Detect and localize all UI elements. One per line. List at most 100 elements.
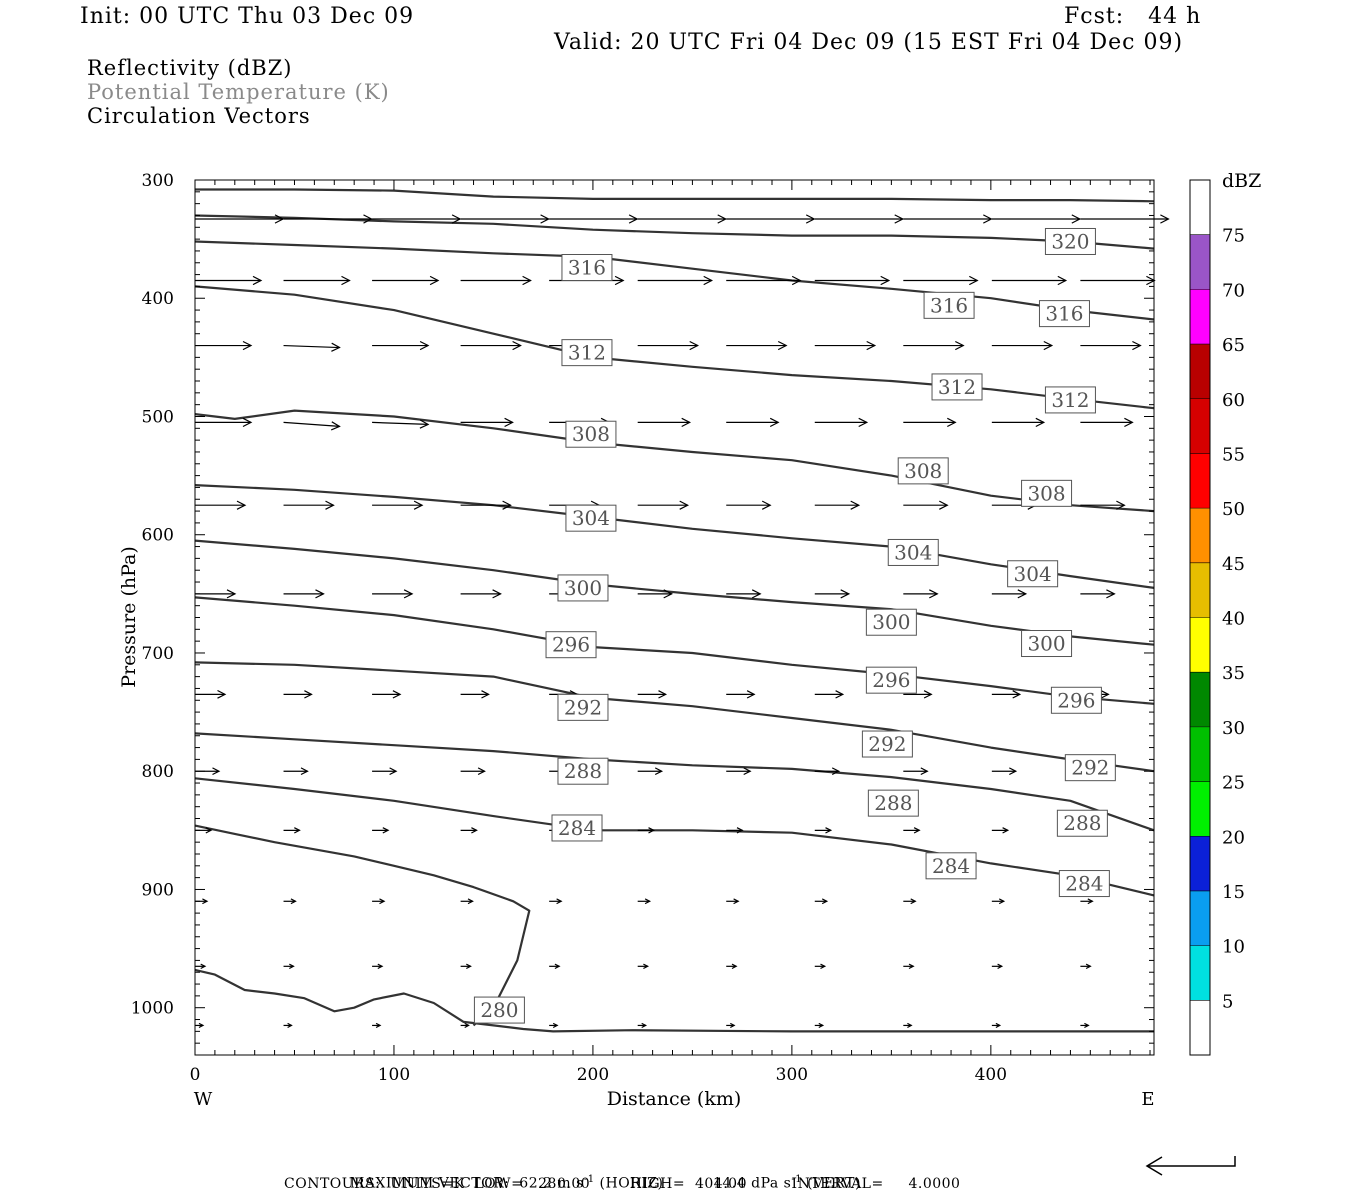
field-reflectivity-label: Reflectivity (dBZ) (87, 56, 293, 80)
circulation-vector (637, 963, 650, 970)
contour-label-text: 296 (872, 668, 910, 692)
circulation-vector (637, 340, 700, 351)
circulation-vector (195, 500, 247, 510)
circulation-vector (460, 275, 532, 286)
contour-label-text: 316 (1045, 302, 1083, 326)
circulation-vector (637, 767, 664, 776)
contour-label: 316 (1038, 300, 1090, 328)
contour-label: 292 (1064, 754, 1116, 782)
vert-tag: (VERT) (807, 1175, 861, 1192)
contour-label-text: 308 (1027, 481, 1065, 505)
contour-label: 288 (1056, 809, 1108, 837)
contour-label: 308 (565, 420, 617, 448)
circulation-vector (726, 898, 740, 905)
contour-label-text: 284 (558, 816, 596, 840)
circulation-vector (903, 214, 993, 224)
contour-label-text: 296 (1057, 688, 1095, 712)
x-tick-label: 0 (190, 1065, 201, 1085)
contour-label: 288 (557, 757, 609, 785)
theta-contour-324 (195, 188, 1155, 203)
circulation-vector (991, 275, 1068, 286)
circulation-vector (1080, 963, 1092, 970)
circulation-vector (372, 963, 384, 970)
contour-label-text: 288 (1063, 811, 1101, 835)
colorbar-tick-label: 10 (1222, 937, 1245, 958)
circulation-vector (903, 275, 979, 286)
circulation-vector (372, 340, 430, 351)
contour-label: 300 (557, 574, 609, 602)
circulation-vector (1080, 275, 1156, 286)
colorbar-segment (1190, 726, 1210, 782)
circulation-vector (726, 214, 816, 224)
circulation-vector (903, 827, 921, 834)
contour-label-text: 280 (480, 998, 518, 1022)
colorbar-segment (1190, 781, 1210, 837)
contour-label-text: 292 (868, 732, 906, 756)
circulation-vector (991, 963, 1004, 970)
circulation-vector (637, 214, 728, 224)
theta-contour-296 (194, 596, 1155, 705)
circulation-vector (637, 898, 652, 905)
contour-label: 296 (545, 631, 597, 659)
circulation-vector (726, 767, 752, 776)
colorbar-segment (1190, 344, 1210, 399)
circulation-vector (814, 1022, 825, 1029)
max-vector-horiz: 62.2 m s (519, 1175, 584, 1192)
colorbar-segment (1190, 836, 1210, 891)
circulation-vector (637, 1022, 648, 1029)
circulation-vector (195, 340, 253, 351)
circulation-vector (637, 589, 674, 599)
y-tick-label: 700 (142, 644, 174, 664)
contour-label: 292 (557, 693, 609, 721)
circulation-vector (283, 1022, 293, 1029)
circulation-vector (549, 898, 563, 905)
circulation-vector (814, 827, 833, 834)
circulation-vector (283, 963, 295, 970)
colorbar-title: dBZ (1222, 170, 1261, 192)
circulation-vector (814, 214, 905, 224)
dbz-colorbar: 5 10 15 20 25 30 35 40 45 50 55 60 65 70 75 (1189, 179, 1245, 1056)
contour-label: 280 (473, 996, 525, 1024)
circulation-vector (903, 898, 917, 905)
colorbar-segment (1190, 398, 1210, 454)
colorbar-tick-label: 65 (1222, 335, 1245, 356)
colorbar-segment (1190, 180, 1210, 235)
circulation-vector (991, 214, 1082, 224)
contour-label-text: 312 (1051, 388, 1089, 412)
x-tick-label: 200 (577, 1065, 609, 1085)
colorbar-tick-label: 70 (1222, 280, 1245, 301)
contour-label: 320 (1044, 227, 1096, 255)
contour-label-text: 284 (1065, 872, 1103, 896)
circulation-vector (283, 214, 373, 224)
circulation-vector (726, 827, 744, 834)
field-vectors-label: Circulation Vectors (87, 104, 311, 128)
circulation-vector (814, 340, 877, 351)
circulation-vector (283, 421, 341, 431)
circulation-vector (1080, 417, 1134, 428)
circulation-vector (372, 214, 462, 224)
contour-label: 316 (561, 254, 613, 281)
circulation-vector (903, 963, 915, 970)
colorbar-tick-label: 5 (1222, 991, 1233, 1012)
circulation-vector (283, 342, 341, 352)
x-tick-label: 400 (975, 1065, 1007, 1085)
colorbar-segment (1190, 508, 1210, 563)
y-tick-label: 1000 (131, 999, 174, 1019)
circulation-vector (1080, 214, 1170, 224)
circulation-vector (460, 827, 478, 834)
contour-label: 312 (561, 339, 613, 367)
contour-label-text: 320 (1051, 229, 1089, 253)
contour-label-text: 304 (1014, 562, 1052, 586)
colorbar-tick-label: 40 (1222, 609, 1245, 630)
contour-label: 304 (1007, 560, 1059, 588)
circulation-vector (991, 767, 1018, 776)
circulation-vector (814, 898, 829, 905)
circulation-vector (283, 898, 297, 905)
theta-contour-316 (194, 240, 1155, 321)
circulation-vector (814, 963, 827, 970)
circulation-vector (195, 963, 207, 970)
contour-label-text: 312 (568, 341, 606, 365)
circulation-vector (460, 690, 490, 699)
circulation-vector (283, 589, 325, 599)
contour-label-text: 308 (904, 459, 942, 483)
